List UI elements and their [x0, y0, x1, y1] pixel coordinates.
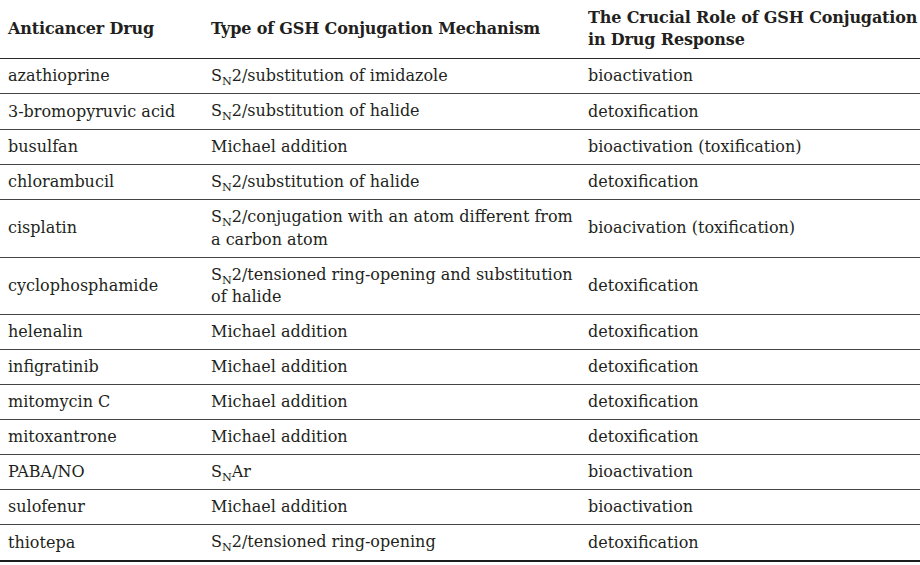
table-row: infigratinibMichael addition detoxificati…	[0, 349, 920, 384]
role-cell: detoxification	[588, 349, 920, 384]
mechanism-text: 2/substitution of halide	[232, 101, 420, 120]
mechanism-cell: Michael addition	[211, 419, 588, 454]
table-row: 3-bromopyruvic acidSN2/substitution of h…	[0, 94, 920, 129]
subscript-text: N	[222, 471, 232, 484]
table-row: mitoxantroneMichael addition detoxificati…	[0, 419, 920, 454]
subscript-text: N	[222, 542, 232, 555]
mechanism-text: 2/substitution of imidazole	[232, 66, 448, 85]
table-header: Anticancer Drug Type of GSH Conjugation …	[0, 0, 920, 59]
mechanism-cell: SN2/substitution of imidazole	[211, 59, 588, 94]
mechanism-text: Michael addition	[211, 357, 348, 376]
role-cell: detoxification	[588, 94, 920, 129]
drug-cell: sulofenur	[0, 490, 211, 525]
subscript-text: N	[222, 181, 232, 194]
drug-cell: mitomycin C	[0, 384, 211, 419]
role-cell: detoxification	[588, 419, 920, 454]
table-row: sulofenurMichael addition bioactivation	[0, 490, 920, 525]
mechanism-text: S	[211, 207, 222, 226]
table-row: PABA/NOSNArbioactivation	[0, 454, 920, 489]
drug-cell: thiotepa	[0, 525, 211, 561]
drug-cell: busulfan	[0, 129, 211, 164]
mechanism-text: Michael addition	[211, 497, 348, 516]
subscript-text: N	[222, 75, 232, 88]
mechanism-cell: Michael addition	[211, 384, 588, 419]
mechanism-cell: SN2/substitution of halide	[211, 94, 588, 129]
mechanism-cell: SNAr	[211, 454, 588, 489]
mechanism-cell: Michael addition	[211, 314, 588, 349]
mechanism-cell: SN2/substitution of halide	[211, 164, 588, 199]
mechanism-text: S	[211, 462, 222, 481]
role-cell: detoxification	[588, 384, 920, 419]
subscript-text: N	[222, 216, 232, 229]
column-header-mechanism: Type of GSH Conjugation Mechanism	[211, 0, 588, 59]
role-cell: bioactivation (toxification)	[588, 129, 920, 164]
mechanism-text: Michael addition	[211, 427, 348, 446]
subscript-text: N	[222, 111, 232, 124]
mechanism-text: S	[211, 172, 222, 191]
mechanism-text: 2/tensioned ring-opening and substitutio…	[211, 265, 573, 306]
drug-cell: 3-bromopyruvic acid	[0, 94, 211, 129]
drug-cell: chlorambucil	[0, 164, 211, 199]
header-row: Anticancer Drug Type of GSH Conjugation …	[0, 0, 920, 59]
table-row: cisplatinSN2/conjugation with an atom di…	[0, 200, 920, 257]
mechanism-text: 2/conjugation with an atom different fro…	[211, 207, 573, 248]
mechanism-text: Michael addition	[211, 322, 348, 341]
column-header-anticancer-drug: Anticancer Drug	[0, 0, 211, 59]
drug-cell: cisplatin	[0, 200, 211, 257]
role-cell: detoxification	[588, 525, 920, 561]
table-row: busulfanMichael addition bioactivation (t…	[0, 129, 920, 164]
table-row: chlorambucilSN2/substitution of halidede…	[0, 164, 920, 199]
role-cell: bioacivation (toxification)	[588, 200, 920, 257]
mechanism-text: S	[211, 101, 222, 120]
table-body: azathioprineSN2/substitution of imidazol…	[0, 59, 920, 561]
gsh-conjugation-table: Anticancer Drug Type of GSH Conjugation …	[0, 0, 920, 562]
role-cell: bioactivation	[588, 454, 920, 489]
role-cell: detoxification	[588, 314, 920, 349]
table-row: mitomycin CMichael addition detoxificatio…	[0, 384, 920, 419]
mechanism-cell: SN2/tensioned ring-opening	[211, 525, 588, 561]
table-row: cyclophosphamideSN2/tensioned ring-openi…	[0, 257, 920, 314]
role-cell: bioactivation	[588, 490, 920, 525]
role-cell: detoxification	[588, 257, 920, 314]
table-row: thiotepaSN2/tensioned ring-openingdetoxi…	[0, 525, 920, 561]
mechanism-cell: SN2/tensioned ring-opening and substitut…	[211, 257, 588, 314]
mechanism-text: 2/tensioned ring-opening	[232, 532, 436, 551]
mechanism-cell: Michael addition	[211, 129, 588, 164]
mechanism-text: Michael addition	[211, 392, 348, 411]
column-header-role: The Crucial Role of GSH Conjugation in D…	[588, 0, 920, 59]
mechanism-text: 2/substitution of halide	[232, 172, 420, 191]
drug-cell: PABA/NO	[0, 454, 211, 489]
mechanism-cell: Michael addition	[211, 349, 588, 384]
mechanism-cell: Michael addition	[211, 490, 588, 525]
mechanism-text: Ar	[232, 462, 251, 481]
role-cell: bioactivation	[588, 59, 920, 94]
mechanism-cell: SN2/conjugation with an atom different f…	[211, 200, 588, 257]
table-row: helenalinMichael addition detoxification	[0, 314, 920, 349]
table-row: azathioprineSN2/substitution of imidazol…	[0, 59, 920, 94]
drug-cell: infigratinib	[0, 349, 211, 384]
mechanism-text: S	[211, 66, 222, 85]
role-cell: detoxification	[588, 164, 920, 199]
drug-cell: mitoxantrone	[0, 419, 211, 454]
mechanism-text: Michael addition	[211, 137, 348, 156]
drug-cell: cyclophosphamide	[0, 257, 211, 314]
mechanism-text: S	[211, 532, 222, 551]
drug-cell: helenalin	[0, 314, 211, 349]
drug-cell: azathioprine	[0, 59, 211, 94]
mechanism-text: S	[211, 265, 222, 284]
subscript-text: N	[222, 274, 232, 287]
